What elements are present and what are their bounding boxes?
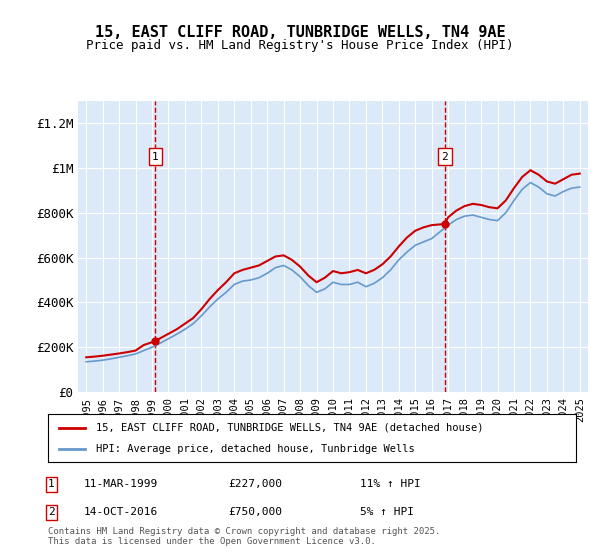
- Text: 2: 2: [48, 507, 55, 517]
- Text: 1: 1: [152, 152, 158, 162]
- Text: Contains HM Land Registry data © Crown copyright and database right 2025.
This d: Contains HM Land Registry data © Crown c…: [48, 526, 440, 546]
- Text: HPI: Average price, detached house, Tunbridge Wells: HPI: Average price, detached house, Tunb…: [95, 444, 414, 454]
- Text: 5% ↑ HPI: 5% ↑ HPI: [360, 507, 414, 517]
- Text: £227,000: £227,000: [228, 479, 282, 489]
- Text: 15, EAST CLIFF ROAD, TUNBRIDGE WELLS, TN4 9AE: 15, EAST CLIFF ROAD, TUNBRIDGE WELLS, TN…: [95, 25, 505, 40]
- Text: 11% ↑ HPI: 11% ↑ HPI: [360, 479, 421, 489]
- Text: 11-MAR-1999: 11-MAR-1999: [84, 479, 158, 489]
- Text: 2: 2: [442, 152, 448, 162]
- Text: Price paid vs. HM Land Registry's House Price Index (HPI): Price paid vs. HM Land Registry's House …: [86, 39, 514, 52]
- Text: 1: 1: [48, 479, 55, 489]
- Text: 15, EAST CLIFF ROAD, TUNBRIDGE WELLS, TN4 9AE (detached house): 15, EAST CLIFF ROAD, TUNBRIDGE WELLS, TN…: [95, 423, 483, 433]
- Text: £750,000: £750,000: [228, 507, 282, 517]
- Text: 14-OCT-2016: 14-OCT-2016: [84, 507, 158, 517]
